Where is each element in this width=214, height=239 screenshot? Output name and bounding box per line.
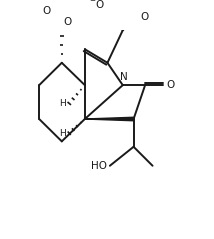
Text: O: O [141,12,149,22]
Text: H: H [59,99,66,108]
Polygon shape [85,117,134,121]
Text: $^{-}$O: $^{-}$O [89,0,105,10]
Text: H: H [59,129,66,138]
Text: O: O [42,6,50,16]
Text: HO: HO [91,161,107,171]
Text: O: O [64,17,72,27]
Text: N: N [120,72,128,82]
Text: O: O [166,80,174,90]
